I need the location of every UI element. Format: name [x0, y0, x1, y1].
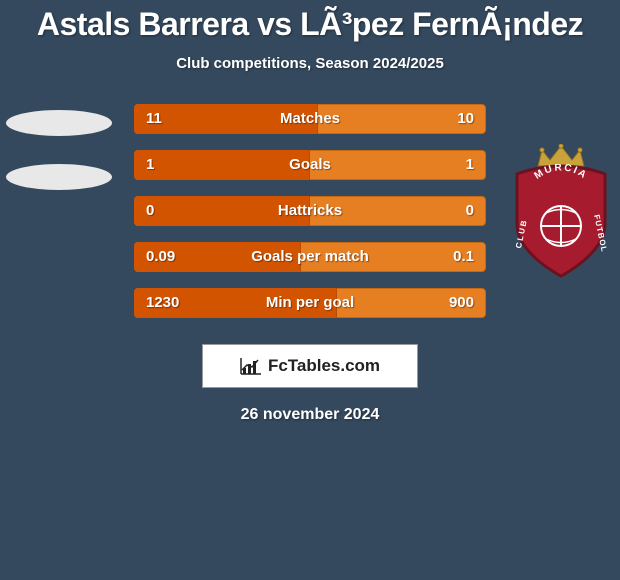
stat-label: Goals — [134, 150, 486, 180]
stat-row: 0 Hattricks 0 — [134, 196, 486, 226]
stat-label: Goals per match — [134, 242, 486, 272]
branding-text: FcTables.com — [268, 356, 380, 376]
stat-row: 11 Matches 10 — [134, 104, 486, 134]
comparison-area: MURCIA CLUB FUTBOL 11 Matches 10 1 — [0, 104, 620, 334]
crown-icon — [536, 144, 586, 166]
branding-box: FcTables.com — [202, 344, 418, 388]
left-player-badge — [4, 104, 114, 196]
page-title: Astals Barrera vs LÃ³pez FernÃ¡ndez — [0, 0, 620, 43]
shield-icon: MURCIA CLUB FUTBOL — [515, 164, 607, 279]
bar-chart-icon — [240, 357, 262, 375]
stat-row: 1230 Min per goal 900 — [134, 288, 486, 318]
stat-rows: 11 Matches 10 1 Goals 1 0 Hattricks 0 0.… — [134, 104, 486, 334]
stat-right-value: 10 — [457, 104, 474, 134]
stat-row: 0.09 Goals per match 0.1 — [134, 242, 486, 272]
stat-right-value: 0 — [466, 196, 474, 226]
page-subtitle: Club competitions, Season 2024/2025 — [0, 55, 620, 72]
club-crest: MURCIA CLUB FUTBOL — [511, 144, 611, 284]
stat-label: Min per goal — [134, 288, 486, 318]
right-player-badge: MURCIA CLUB FUTBOL — [506, 144, 616, 284]
stat-label: Hattricks — [134, 196, 486, 226]
placeholder-ellipse — [6, 164, 112, 190]
datestamp: 26 november 2024 — [0, 406, 620, 424]
stat-right-value: 0.1 — [453, 242, 474, 272]
stat-label: Matches — [134, 104, 486, 134]
stat-right-value: 1 — [466, 150, 474, 180]
stat-right-value: 900 — [449, 288, 474, 318]
stat-row: 1 Goals 1 — [134, 150, 486, 180]
placeholder-ellipse — [6, 110, 112, 136]
